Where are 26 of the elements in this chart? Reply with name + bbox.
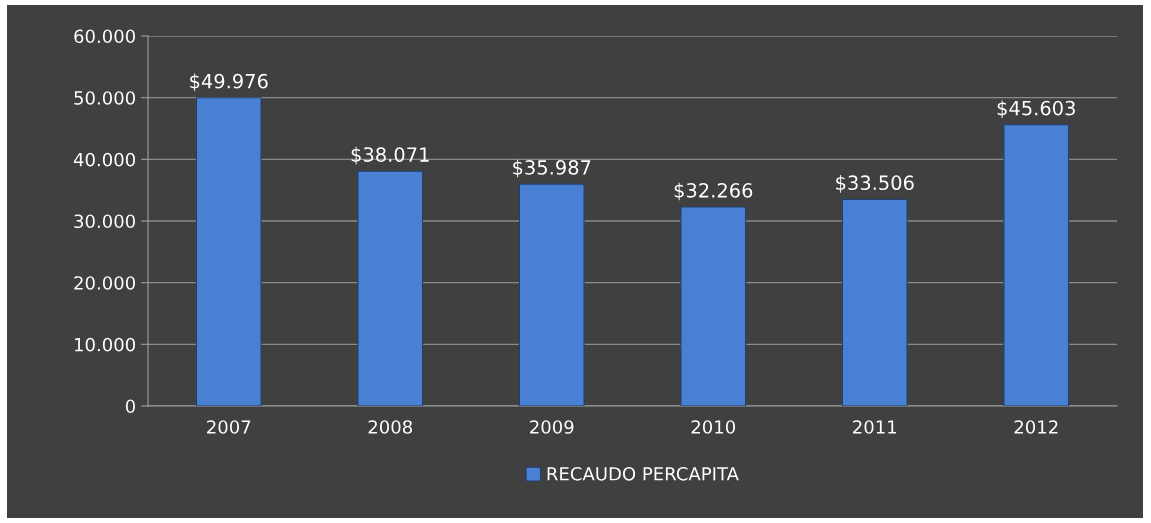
x-tick-label: 2010 — [691, 420, 736, 434]
x-tick-label: 2012 — [1014, 420, 1058, 434]
y-tick-label: 60.000 — [74, 29, 135, 44]
y-tick-label: 40.000 — [73, 152, 135, 167]
data-label: $33.506 — [836, 175, 914, 193]
data-label: $45.603 — [997, 100, 1075, 119]
data-label: $32.266 — [674, 182, 753, 201]
bar — [518, 183, 585, 406]
bar — [195, 97, 262, 406]
data-label: $49.976 — [190, 73, 268, 92]
bar — [680, 206, 747, 406]
y-tick-label: 50.000 — [74, 91, 135, 105]
x-tick-label: 2007 — [207, 420, 251, 434]
bar — [1003, 124, 1070, 406]
y-tick-label: 20.000 — [74, 276, 135, 290]
x-tick-label: 2009 — [530, 420, 574, 434]
data-label: $38.071 — [351, 146, 429, 165]
legend-label: RECAUDO PERCAPITA — [547, 466, 739, 481]
bar — [357, 170, 424, 406]
x-tick-label: 2008 — [368, 420, 412, 434]
y-tick-label: 10.000 — [75, 337, 135, 352]
y-tick-label: 30.000 — [74, 214, 135, 229]
x-tick-label: 2011 — [853, 420, 897, 434]
bar — [841, 198, 908, 406]
y-tick-label: 0 — [125, 399, 135, 414]
data-label: $35.987 — [513, 159, 591, 178]
